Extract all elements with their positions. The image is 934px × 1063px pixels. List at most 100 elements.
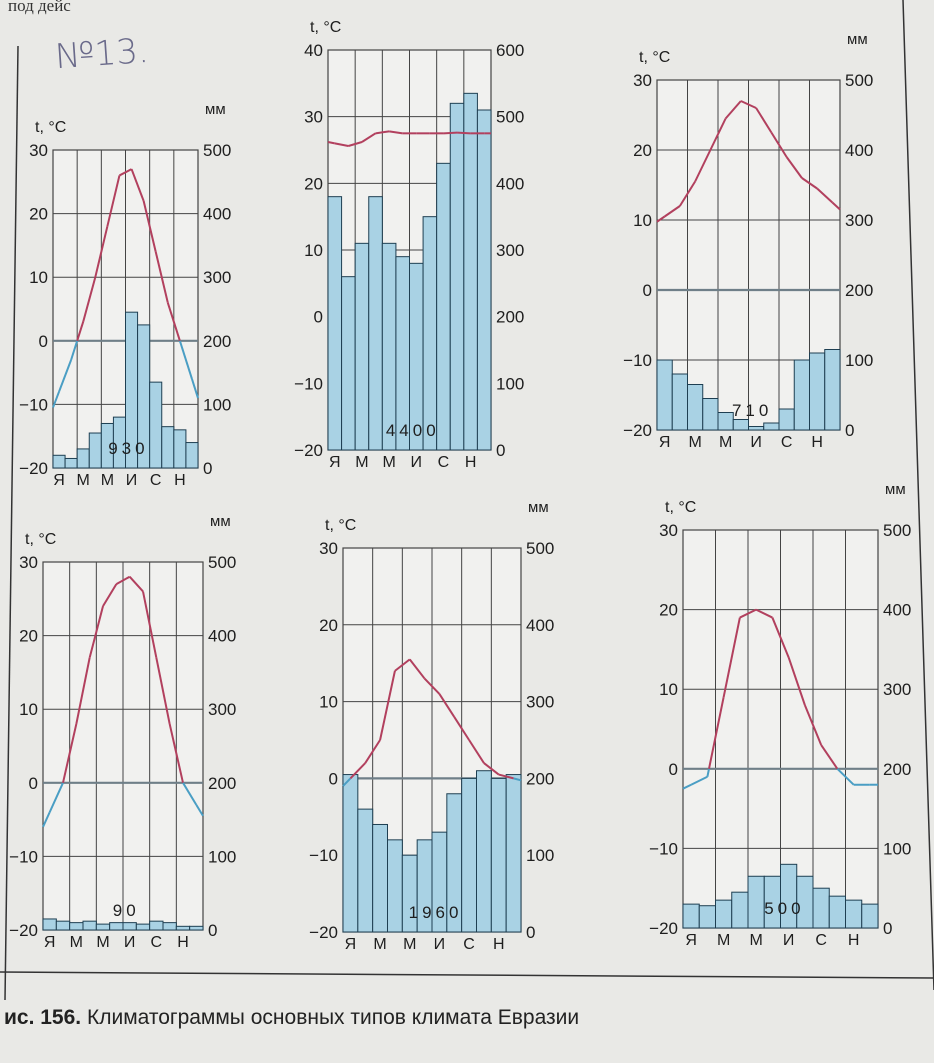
precip-bar	[64, 457, 78, 469]
precip-bar	[812, 887, 830, 929]
month-label: Н	[465, 454, 477, 471]
month-label: М	[382, 454, 395, 471]
precip-bar	[149, 920, 164, 931]
temperature-tick-label: −20	[309, 923, 338, 942]
precip-bar	[763, 422, 780, 431]
month-label: С	[438, 454, 450, 471]
temperature-segment	[443, 131, 458, 135]
precip-tick-label: 0	[883, 919, 892, 938]
annual-total: 90	[113, 901, 140, 920]
temperature-segment	[739, 608, 757, 619]
precip-tick-label: 100	[208, 847, 236, 866]
precip-tick-label: 500	[845, 71, 873, 90]
temperature-segment	[770, 131, 788, 158]
precip-tick-label: 200	[883, 760, 911, 779]
month-label: Я	[329, 454, 341, 471]
temperature-segment	[408, 658, 426, 680]
month-label: М	[355, 454, 368, 471]
month-label: И	[750, 434, 762, 451]
temperature-segment	[182, 782, 198, 806]
temperature-segment	[656, 215, 666, 223]
precip-bar	[715, 899, 733, 929]
temperature-tick-label: 30	[319, 539, 338, 558]
temperature-tick-label: 20	[633, 141, 652, 160]
precip-bar	[52, 454, 66, 469]
month-label: Н	[177, 934, 189, 951]
temperature-segment	[191, 378, 199, 399]
temperature-segment	[679, 180, 696, 207]
temperature-segment	[142, 200, 157, 252]
temperature-tick-label: 20	[304, 174, 323, 193]
precip-bar	[436, 162, 451, 451]
temperature-segment	[708, 696, 725, 770]
temperature-axis-label: t, °C	[665, 499, 696, 516]
temperature-segment	[379, 670, 396, 741]
month-label: Я	[53, 472, 65, 489]
temperature-tick-label: 0	[314, 308, 323, 327]
temperature-segment	[803, 704, 823, 746]
temperature-axis-label: t, °C	[639, 49, 670, 66]
precip-bar	[372, 823, 388, 933]
temperature-tick-label: −10	[309, 846, 338, 865]
temperature-segment	[388, 130, 403, 135]
temperature-tick-label: −20	[9, 921, 38, 940]
precip-bar	[490, 777, 507, 933]
precip-bar	[476, 770, 492, 933]
precip-bar	[162, 922, 177, 931]
precip-bar	[109, 922, 124, 931]
precip-bar	[682, 903, 700, 929]
temperature-segment	[724, 100, 742, 120]
temperature-segment	[342, 777, 352, 787]
temperature-segment	[375, 130, 390, 135]
precip-bar	[845, 899, 863, 929]
month-label: И	[783, 932, 795, 949]
month-label: И	[411, 454, 423, 471]
month-label: С	[151, 934, 163, 951]
precip-tick-label: 500	[496, 108, 524, 127]
precip-tick-label: 500	[526, 539, 554, 558]
temperature-tick-label: 30	[29, 141, 48, 160]
temperature-axis-label: t, °C	[310, 19, 341, 36]
month-label: М	[77, 472, 90, 489]
precip-bar	[122, 922, 137, 931]
temperature-tick-label: 10	[29, 268, 48, 287]
precip-bar	[656, 359, 673, 431]
precip-bar	[461, 777, 477, 933]
temperature-tick-label: 10	[304, 241, 323, 260]
temperature-tick-label: 20	[29, 205, 48, 224]
precip-tick-label: 400	[203, 205, 231, 224]
precip-tick-label: 0	[845, 421, 854, 440]
temperature-segment	[195, 804, 204, 817]
annual-total: 930	[108, 439, 148, 458]
temperature-segment	[690, 775, 708, 786]
precip-bar	[422, 216, 438, 451]
precip-bar	[135, 923, 151, 931]
temperature-segment	[142, 591, 158, 658]
temperature-segment	[128, 576, 144, 593]
month-label: Я	[44, 934, 56, 951]
month-label: М	[101, 472, 114, 489]
precip-bar	[95, 923, 111, 931]
temperature-segment	[361, 132, 377, 143]
precip-bar	[698, 905, 716, 929]
precip-bar	[449, 102, 465, 451]
precip-bar	[809, 352, 826, 431]
temperature-segment	[423, 677, 441, 695]
page-top-text: под дейс	[8, 0, 71, 15]
precip-tick-label: 200	[845, 281, 873, 300]
precip-bar	[387, 839, 403, 933]
temperature-tick-label: 0	[329, 769, 338, 788]
month-label: М	[719, 434, 732, 451]
temperature-tick-label: −10	[19, 395, 48, 414]
temperature-segment	[785, 156, 803, 179]
month-label: М	[403, 936, 416, 953]
month-label: М	[373, 936, 386, 953]
temperature-segment	[816, 187, 834, 204]
temperature-tick-label: 0	[643, 281, 652, 300]
temperature-segment	[166, 302, 181, 342]
precip-tick-label: 400	[208, 627, 236, 646]
precip-bar	[55, 920, 71, 931]
temperature-segment	[94, 226, 109, 278]
temperature-tick-label: 30	[633, 71, 652, 90]
month-label: М	[96, 934, 109, 951]
